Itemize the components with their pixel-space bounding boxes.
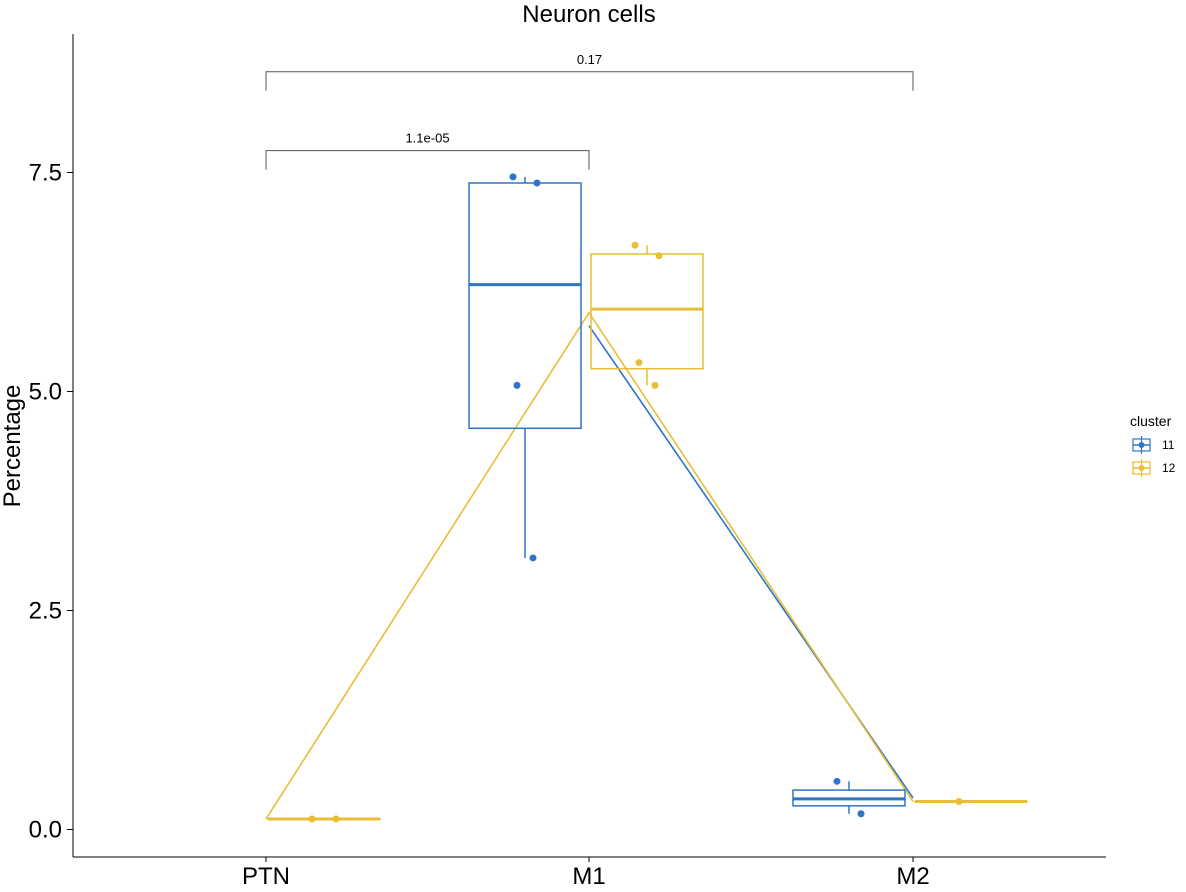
y-tick-label: 2.5 — [29, 598, 62, 625]
data-point-series-11 — [529, 554, 537, 562]
y-tick-label: 5.0 — [29, 379, 62, 406]
x-tick-label: M2 — [896, 863, 929, 890]
data-point-series-11 — [533, 179, 541, 187]
p-value-label: 1.1e-05 — [405, 131, 449, 146]
data-point-series-12 — [332, 815, 340, 823]
comparison-bracket: 0.17 — [265, 52, 914, 91]
data-point-series-11 — [857, 810, 865, 818]
p-value-label: 0.17 — [577, 52, 602, 67]
comparison-brackets: 1.1e-05 0.17 — [265, 52, 914, 170]
data-point-series-11 — [513, 381, 521, 389]
data-point-series-11 — [833, 777, 841, 785]
legend-label: 12 — [1162, 461, 1176, 475]
y-tick-label: 0.0 — [29, 817, 62, 844]
box-12-PTN — [267, 817, 381, 821]
legend-key-point — [1138, 465, 1145, 471]
x-tick-label: PTN — [242, 863, 290, 890]
y-tick-label: 7.5 — [29, 160, 62, 187]
y-axis-title: Percentage — [0, 385, 26, 508]
bracket-line — [265, 71, 914, 91]
data-point-series-12 — [631, 241, 639, 249]
chart-title: Neuron cells — [522, 1, 655, 28]
comparison-bracket: 1.1e-05 — [265, 131, 590, 170]
box-body — [590, 253, 704, 370]
box-12-M1 — [590, 245, 704, 386]
x-axis-ticks: PTN M1 M2 — [242, 857, 930, 890]
legend-item-11: 11 — [1132, 436, 1175, 454]
box-12-M2 — [914, 799, 1028, 803]
legend-key-point — [1138, 442, 1145, 448]
box-body — [468, 182, 582, 430]
mean-lines — [265, 311, 914, 820]
legend-label: 11 — [1162, 438, 1175, 452]
boxes — [267, 176, 1028, 821]
box-11-M2 — [792, 781, 906, 814]
data-points — [308, 173, 963, 823]
legend-item-12: 12 — [1132, 459, 1176, 477]
box-11-M1 — [468, 176, 582, 558]
mean-line-series-12 — [265, 311, 914, 820]
legend: cluster 11 12 — [1130, 413, 1176, 477]
bracket-line — [265, 150, 590, 170]
y-axis-ticks: 0.0 2.5 5.0 7.5 — [29, 160, 73, 844]
data-point-series-12 — [655, 252, 663, 260]
x-tick-label: M1 — [572, 863, 605, 890]
data-point-series-12 — [955, 797, 963, 805]
data-point-series-12 — [651, 381, 659, 389]
data-point-series-12 — [308, 815, 316, 823]
data-point-series-11 — [509, 173, 517, 181]
data-point-series-12 — [635, 359, 643, 367]
legend-title: cluster — [1130, 413, 1172, 429]
